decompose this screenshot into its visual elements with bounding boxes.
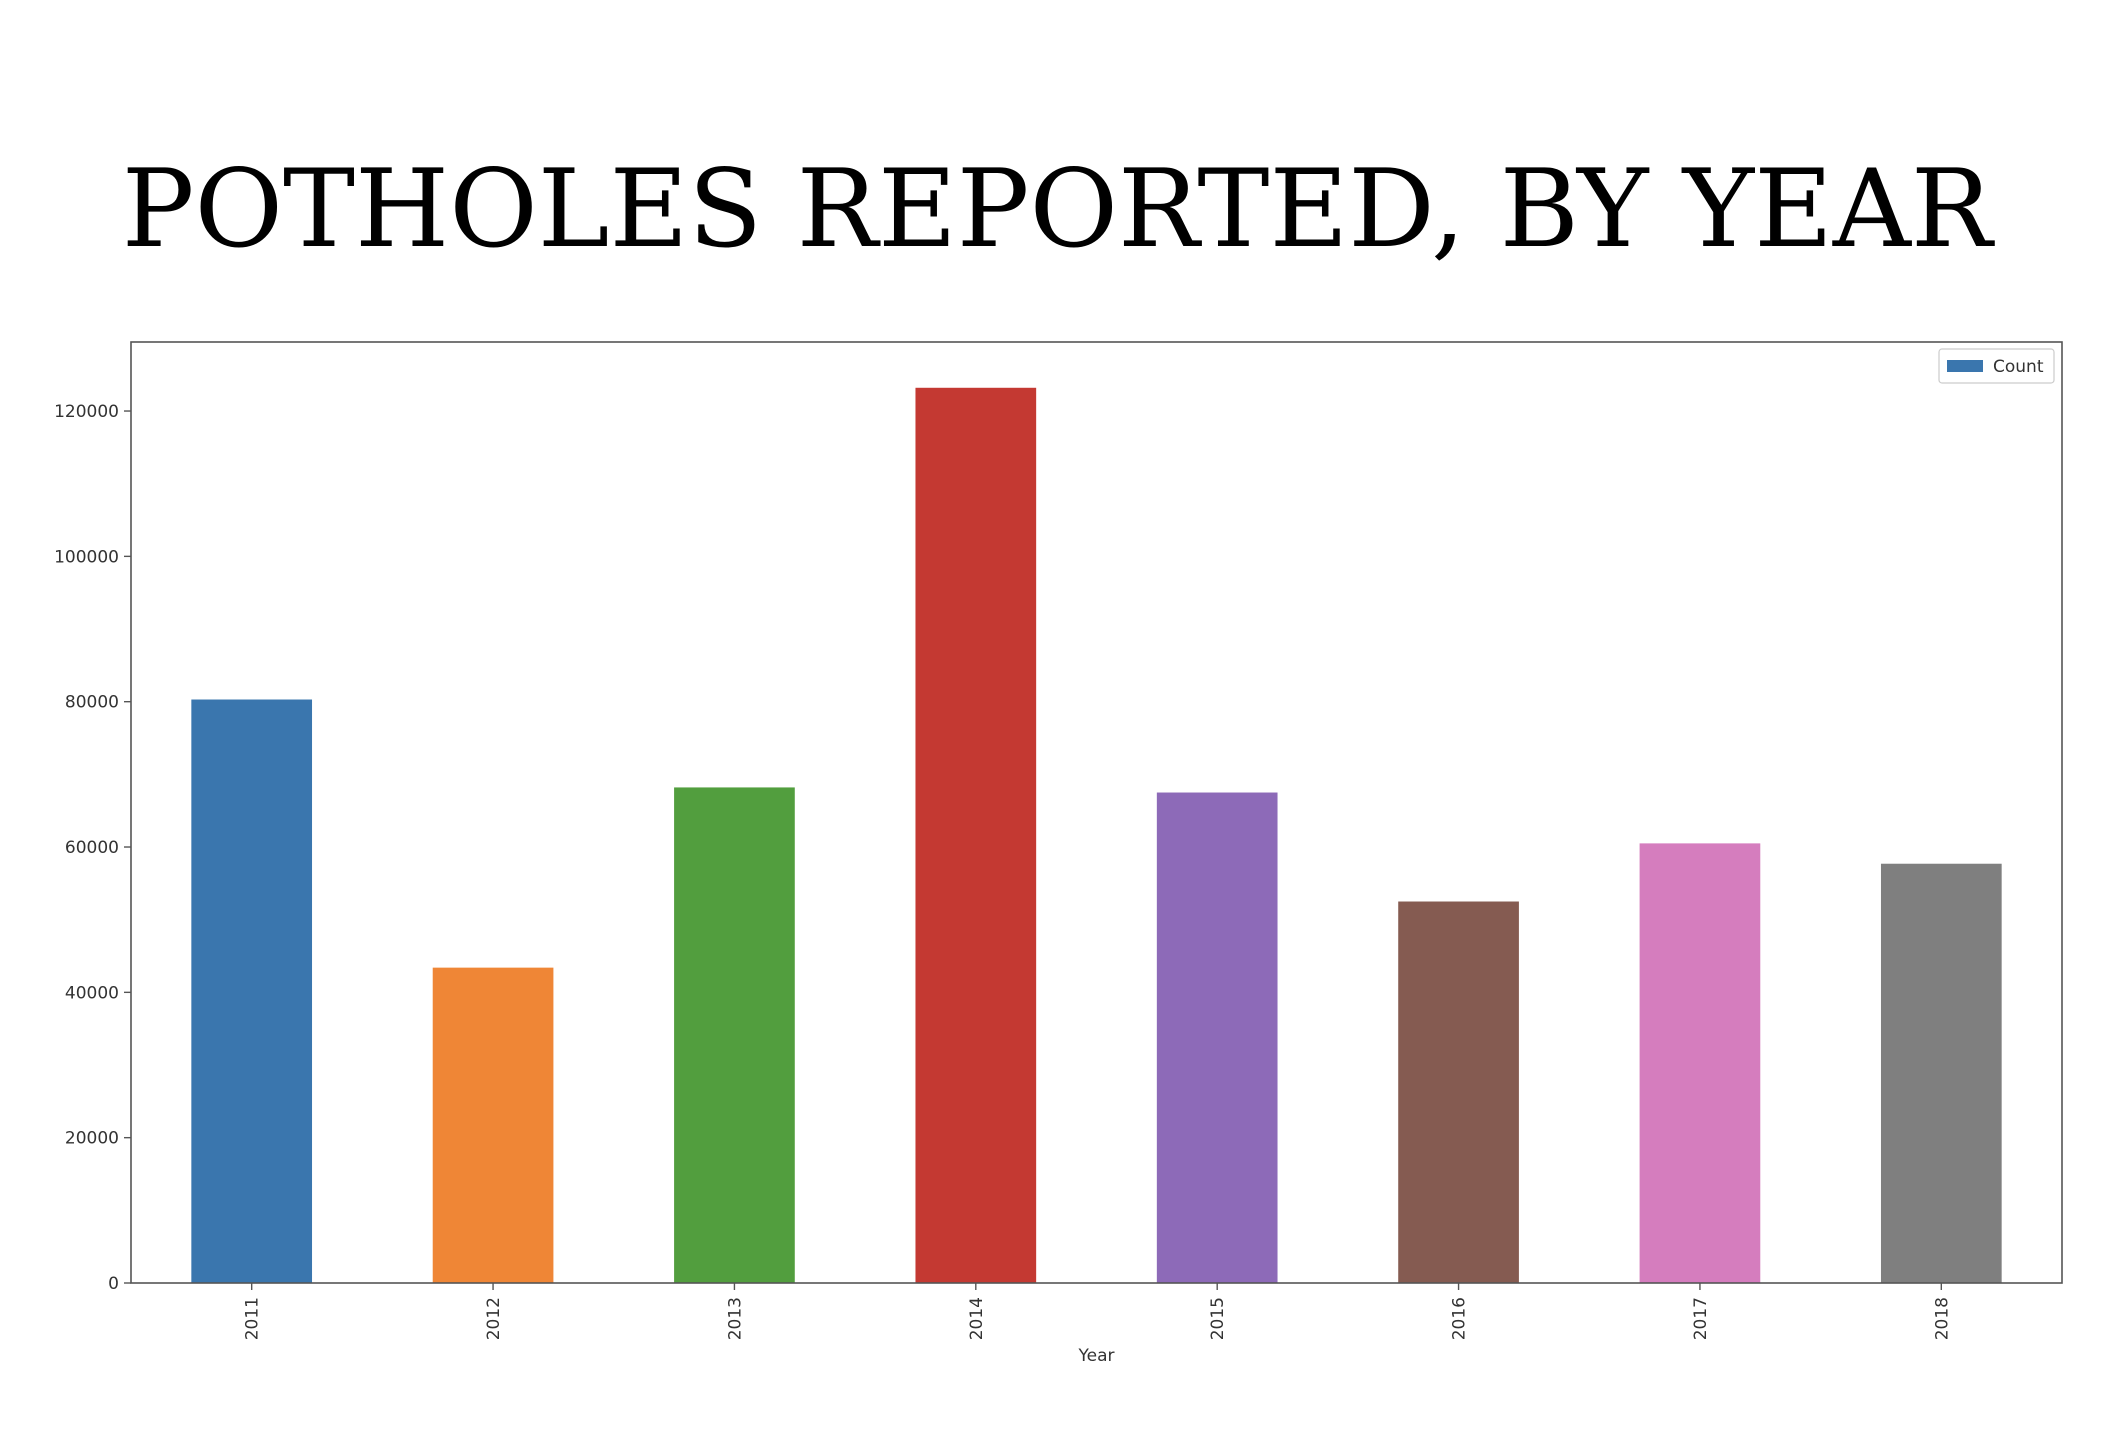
chart-title: POTHOLES REPORTED, BY YEAR	[121, 147, 1993, 272]
y-tick-label: 0	[108, 1274, 119, 1294]
x-tick-label: 2011	[243, 1297, 263, 1340]
bar-2012	[432, 967, 554, 1283]
x-tick-label: 2012	[484, 1297, 504, 1340]
y-tick-label: 80000	[65, 693, 119, 713]
legend: Count	[1938, 348, 2055, 384]
y-axis: 0 20000 40000 60000 80000 100000 120000	[54, 402, 131, 1294]
x-tick-label: 2016	[1450, 1297, 1470, 1340]
bars-layer	[191, 387, 2002, 1283]
x-tick-label: 2014	[967, 1297, 987, 1340]
y-tick-label: 40000	[65, 983, 119, 1003]
x-axis: 2011 2012 2013 2014 2015 2016 2017 2018	[243, 1283, 1952, 1340]
x-tick-label: 2018	[1932, 1297, 1952, 1340]
x-tick-label: 2015	[1208, 1297, 1228, 1340]
bar-2015	[1156, 792, 1278, 1283]
legend-box	[1938, 348, 2055, 384]
x-tick-label: 2017	[1691, 1297, 1711, 1340]
bar-2018	[1880, 863, 2002, 1283]
y-tick-label: 120000	[54, 402, 119, 422]
bar-2011	[191, 699, 313, 1283]
y-tick-label: 100000	[54, 547, 119, 567]
bar-2014	[915, 387, 1037, 1283]
x-tick-label: 2013	[725, 1297, 745, 1340]
x-axis-label: Year	[1078, 1346, 1115, 1366]
legend-label: Count	[1993, 357, 2044, 377]
plot-frame	[130, 341, 2063, 1284]
legend-swatch	[1947, 360, 1983, 372]
bar-2017	[1639, 843, 1761, 1283]
axes-layer	[130, 341, 2063, 1284]
y-tick-label: 20000	[65, 1129, 119, 1149]
bar-2013	[674, 787, 795, 1283]
y-tick-label: 60000	[65, 838, 119, 858]
bar-2016	[1398, 901, 1519, 1283]
